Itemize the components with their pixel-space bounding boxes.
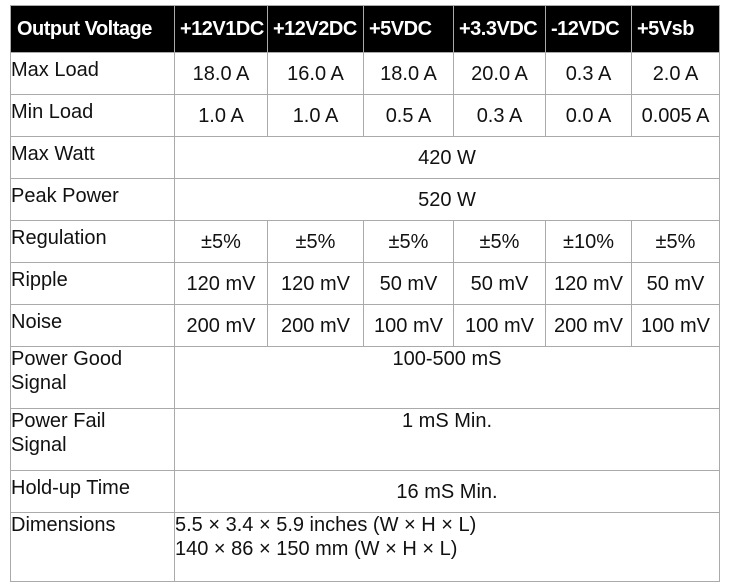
cell: 100-500 mS (174, 346, 720, 409)
header-5vsb: +5Vsb (631, 5, 720, 53)
cell: 50 mV (631, 262, 720, 305)
cell: 0.3 A (453, 94, 546, 137)
cell: 16.0 A (267, 52, 364, 95)
row-power-fail: Power Fail Signal 1 mS Min. (10, 408, 720, 471)
row-noise: Noise 200 mV 200 mV 100 mV 100 mV 200 mV… (10, 304, 720, 347)
row-max-load: Max Load 18.0 A 16.0 A 18.0 A 20.0 A 0.3… (10, 52, 720, 95)
cell: 0.0 A (545, 94, 632, 137)
dimensions-cell: 5.5 × 3.4 × 5.9 inches (W × H × L) 140 ×… (174, 512, 720, 582)
header-12v2dc: +12V2DC (267, 5, 364, 53)
cell: 18.0 A (174, 52, 268, 95)
row-label: Ripple (10, 262, 175, 305)
row-peak-power: Peak Power 520 W (10, 178, 720, 221)
cell: 100 mV (631, 304, 720, 347)
row-regulation: Regulation ±5% ±5% ±5% ±5% ±10% ±5% (10, 220, 720, 263)
cell: 120 mV (267, 262, 364, 305)
cell: 18.0 A (363, 52, 454, 95)
header-12v1dc: +12V1DC (174, 5, 268, 53)
row-label: Hold-up Time (10, 470, 175, 513)
row-label: Power Fail Signal (10, 408, 175, 471)
label-line: Signal (11, 372, 67, 394)
cell: 120 mV (174, 262, 268, 305)
header-neg12vdc: -12VDC (545, 5, 632, 53)
row-label: Regulation (10, 220, 175, 263)
cell: ±5% (631, 220, 720, 263)
cell: 520 W (174, 178, 720, 221)
cell: 1 mS Min. (174, 408, 720, 471)
row-label: Peak Power (10, 178, 175, 221)
cell: 16 mS Min. (174, 470, 720, 513)
row-max-watt: Max Watt 420 W (10, 136, 720, 179)
cell: 1.0 A (267, 94, 364, 137)
dimensions-mm: 140 × 86 × 150 mm (W × H × L) (175, 538, 458, 560)
cell: 0.3 A (545, 52, 632, 95)
label-line: Signal (11, 434, 67, 456)
cell: 50 mV (363, 262, 454, 305)
row-label: Max Load (10, 52, 175, 95)
header-row: Output Voltage +12V1DC +12V2DC +5VDC +3.… (10, 5, 720, 53)
row-label: Power Good Signal (10, 346, 175, 409)
label-line: Power Good (11, 348, 123, 370)
cell: ±5% (363, 220, 454, 263)
row-label: Max Watt (10, 136, 175, 179)
header-output-voltage: Output Voltage (10, 5, 175, 53)
row-label: Min Load (10, 94, 175, 137)
cell: 20.0 A (453, 52, 546, 95)
dimensions-inches: 5.5 × 3.4 × 5.9 inches (W × H × L) (175, 514, 477, 536)
header-3-3vdc: +3.3VDC (453, 5, 546, 53)
cell: 50 mV (453, 262, 546, 305)
cell: 0.005 A (631, 94, 720, 137)
cell: 200 mV (545, 304, 632, 347)
row-dimensions: Dimensions 5.5 × 3.4 × 5.9 inches (W × H… (10, 512, 720, 582)
cell: 2.0 A (631, 52, 720, 95)
cell: 0.5 A (363, 94, 454, 137)
row-label: Dimensions (10, 512, 175, 582)
cell: 200 mV (267, 304, 364, 347)
cell: ±5% (453, 220, 546, 263)
label-line: Power Fail (11, 410, 106, 432)
cell: 420 W (174, 136, 720, 179)
row-min-load: Min Load 1.0 A 1.0 A 0.5 A 0.3 A 0.0 A 0… (10, 94, 720, 137)
row-power-good: Power Good Signal 100-500 mS (10, 346, 720, 409)
cell: 100 mV (363, 304, 454, 347)
row-hold-up-time: Hold-up Time 16 mS Min. (10, 470, 720, 513)
cell: ±5% (174, 220, 268, 263)
cell: 120 mV (545, 262, 632, 305)
header-5vdc: +5VDC (363, 5, 454, 53)
psu-spec-table: Output Voltage +12V1DC +12V2DC +5VDC +3.… (10, 5, 720, 582)
cell: ±10% (545, 220, 632, 263)
cell: 100 mV (453, 304, 546, 347)
cell: ±5% (267, 220, 364, 263)
row-ripple: Ripple 120 mV 120 mV 50 mV 50 mV 120 mV … (10, 262, 720, 305)
row-label: Noise (10, 304, 175, 347)
cell: 1.0 A (174, 94, 268, 137)
cell: 200 mV (174, 304, 268, 347)
